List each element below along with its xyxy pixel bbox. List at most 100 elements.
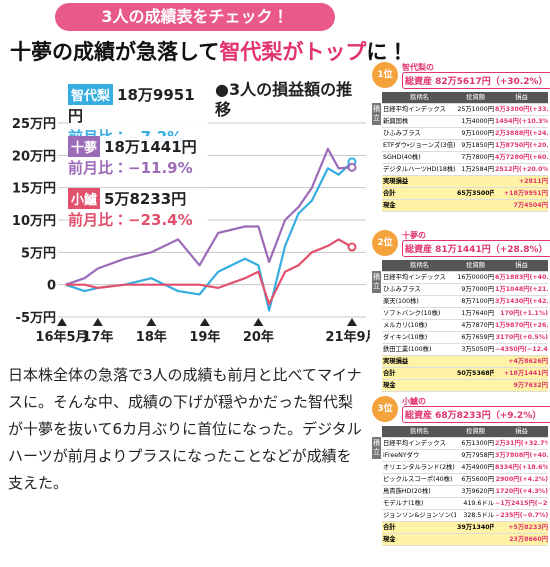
summary-cell: 現金 [382,534,456,546]
table-cell: 328.5ドル [456,510,494,522]
table-cell: 6万7659円 [456,332,494,344]
table-cell: ひふみプラス [382,284,456,296]
y-tick-label: 5万円 [21,246,56,261]
table-cell: メルカリ(10株) [382,320,456,332]
table-cell: 1720円(+4.3%) [494,486,548,498]
table-cell: 9万7958円 [456,450,494,462]
table-cell: 419.6ドル [456,498,494,510]
summary-cell: 現金 [382,380,456,392]
legend-row: 智代梨 18万9951円 [68,84,208,126]
table-cell: 6万1883円(+40.2%) [494,272,548,284]
table-cell: 日経平均インデックス [382,272,456,284]
summary-cell: 39万1340円 [456,522,494,534]
table-cell: ひふみプラス [382,128,456,140]
headline-highlight: 智代梨がトップ [219,40,367,64]
x-tick-label: 19年 [189,329,220,345]
x-tick-mark [146,318,157,326]
legend-total: 18万9951円 [68,86,195,125]
table-cell: 日経平均インデックス [382,104,456,116]
rank-badge: 2位 [372,230,398,256]
legend-total: 18万1441円 [104,138,197,156]
legend-name: 十夢 [68,136,101,157]
summary-cell: +2811円 [456,176,548,188]
x-tick-label: 21年9月 [325,329,370,345]
legend-row: 十夢 18万1441円 [68,136,208,157]
table-cell: −4350円(−12.4%) [494,344,548,356]
table-cell: 6万5600円 [456,474,494,486]
table-cell: 1万4000円 [456,116,494,128]
holdings-table: 銘柄名投資額損益日経平均インデックス25万1000円8万3300円(+33.2%… [382,92,548,212]
table-cell: 8334円(+18.6%) [494,462,548,474]
table-cell: 3万7808円(+40.4%) [494,450,548,462]
table-header: 損益 [494,260,548,272]
summary-cell: 合計 [382,522,456,534]
series-line [65,147,353,286]
owner-label: 小鱸の [402,397,426,406]
end-point [347,162,357,172]
table-cell: −235円(−0.7%) [494,510,548,522]
summary-cell: 合計 [382,188,456,200]
legend-item: 十夢 18万1441円 前月比：−11.9% [68,136,208,178]
table-cell: ダイキン(10株) [382,332,456,344]
x-tick-mark [199,318,210,326]
summary-cell: +18万9951円 [494,188,548,200]
table-cell: 4万7870円 [456,320,494,332]
summary-cell: 9万7632円 [456,380,548,392]
table-header: 投資額 [456,92,494,104]
table-cell: 2900円(+4.2%) [494,474,548,486]
y-tick-label: 20万円 [12,149,56,164]
summary-cell: +5万8233円 [494,522,548,534]
table-cell: 日経平均インデックス [382,438,456,450]
table-header: 損益 [494,426,548,438]
table-header: 投資額 [456,260,494,272]
legend-change: 前月比：−23.4% [68,211,193,229]
total-assets: 総資産 82万5617円（+30.2%） [402,72,550,89]
side-label: 積立 [372,437,381,459]
table-cell: 170円(+1.1%) [494,308,548,320]
table-cell: 9万7000円 [456,284,494,296]
x-tick-mark [57,318,67,326]
summary-cell: 合計 [382,368,456,380]
table-cell: 4万7280円(+60.8%) [494,152,548,164]
table-cell: 2万31円(+32.7%) [494,438,548,450]
table-cell: 9万1000円 [456,128,494,140]
side-label: 積立 [372,103,381,125]
table-cell: 3万5050円 [456,344,494,356]
table-cell: −1万2415円(−26.9%) [494,498,548,510]
owner-label: 智代梨の [402,63,434,72]
table-cell: ジョンソン&ジョンソン(1株) [382,510,456,522]
side-label: 積立 [372,271,381,293]
table-cell: 鉄田工業(100株) [382,344,456,356]
x-tick-label: 17年 [82,329,113,345]
summary-cell: +18万1441円 [494,368,548,380]
legend-item: 小鱸 5万8233円 前月比：−23.4% [68,188,208,230]
table-cell: 3万1430円(+42.8%) [494,296,548,308]
table-cell: 8万7100円 [456,296,494,308]
table-cell: モデルナ(1株) [382,498,456,510]
total-assets: 総資産 81万1441円（+28.8%） [402,240,550,257]
table-cell: ETFダウ・ジョーンズ(3倍) [382,140,456,152]
x-tick-label: 16年5月 [35,329,88,345]
summary-cell: 現金 [382,200,456,212]
table-cell: 1万7640円 [456,308,494,320]
summary-cell: 実現損益 [382,176,456,188]
rank-badge: 1位 [372,62,398,88]
legend-name: 小鱸 [68,188,101,209]
table-cell: iFreeNYダウ [382,450,456,462]
headline-part: 十夢の成績が急落して [10,40,220,64]
legend-change: 前月比：−11.9% [68,159,193,177]
legend-name: 智代梨 [68,84,114,105]
table-header: 銘柄名 [382,260,456,272]
table-cell: SGHD(40株) [382,152,456,164]
rank-badge: 3位 [372,396,398,422]
table-cell: 4万4900円 [456,462,494,474]
series-line [65,161,353,312]
y-tick-label: 15万円 [12,182,56,197]
table-cell: 1万8750円(+20.4%) [494,140,548,152]
table-cell: ピックルスコーポ(40株) [382,474,456,486]
summary-cell: 65万3500円 [456,188,494,200]
table-cell: 7万7800円 [456,152,494,164]
x-tick-mark [253,318,264,326]
table-cell: 1万9870円(+26.7%) [494,320,548,332]
